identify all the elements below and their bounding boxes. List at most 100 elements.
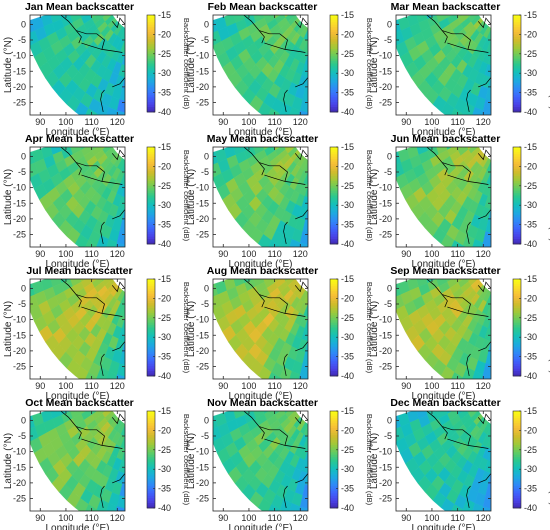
- colorbar-segment: [147, 222, 155, 225]
- colorbar-segment: [513, 195, 521, 199]
- panel-title: Oct Mean backscatter: [25, 397, 134, 409]
- colorbar-segment: [330, 481, 338, 485]
- coastline: [112, 341, 125, 352]
- map-cell: [303, 436, 308, 450]
- colorbar-segment: [147, 288, 155, 292]
- colorbar-segment: [147, 70, 155, 74]
- panel-apr: 90 100 110 120 0 -5 -10 -15 -20 -25 Apr Mean backs…: [3, 133, 191, 270]
- map-cell: [115, 506, 125, 511]
- map-cell: [74, 366, 89, 379]
- x-tick-label: 110: [84, 381, 98, 391]
- colorbar-segment: [330, 491, 338, 494]
- panel-aug: 90 100 110 120 0 -5 -10 -15 -20 -25 Aug Mean backs…: [186, 265, 374, 402]
- coastline: [478, 341, 491, 352]
- x-tick-label: 90: [401, 513, 411, 523]
- colorbar-segment: [513, 305, 521, 309]
- colorbar-segment: [147, 491, 155, 494]
- colorbar-segment: [147, 344, 155, 348]
- colorbar: -15 -20 -25 -30 -35 -40 Backscatter coefficien…: [329, 142, 374, 249]
- colorbar-tick-label: -35: [524, 88, 537, 98]
- x-tick-label: 90: [218, 513, 228, 523]
- map-cell: [129, 296, 136, 308]
- y-tick-label: -20: [196, 478, 209, 488]
- colorbar-tick-label: -20: [524, 161, 537, 171]
- y-tick-label: 0: [387, 151, 392, 161]
- colorbar-tick-label: -30: [524, 200, 537, 210]
- coastline: [100, 89, 105, 112]
- colorbar-tick-label: -25: [158, 313, 171, 323]
- map-cell: [307, 303, 308, 306]
- map-cell: [122, 77, 125, 90]
- coastline: [294, 281, 308, 293]
- map-cell: [132, 522, 143, 530]
- colorbar-label: Backscatter coefficient (dB): [365, 18, 374, 110]
- map-cell: [133, 33, 139, 45]
- map-cell: [495, 79, 503, 92]
- colorbar-segment: [147, 178, 155, 182]
- colorbar-segment: [330, 27, 338, 30]
- map-cell: [490, 339, 491, 342]
- map-cell: [505, 454, 511, 466]
- map-cell: [497, 200, 505, 213]
- coastline: [259, 30, 288, 50]
- map-cell: [499, 511, 509, 523]
- y-tick-label: -15: [196, 66, 209, 76]
- map-cell: [289, 371, 301, 379]
- colorbar-segment: [330, 435, 338, 439]
- colorbar-segment: [513, 491, 521, 494]
- panel-jul: 90 100 110 120 0 -5 -10 -15 -20 -25 Jul Mean backs…: [3, 265, 191, 402]
- panel-title: Dec Mean backscatter: [390, 397, 500, 409]
- colorbar-segment: [147, 183, 155, 187]
- panel-title: Apr Mean backscatter: [25, 133, 134, 145]
- colorbar-segment: [513, 109, 521, 113]
- map-cell: [30, 30, 39, 47]
- colorbar-segment: [513, 505, 521, 509]
- colorbar-segment: [330, 92, 338, 96]
- colorbar-segment: [147, 19, 155, 23]
- colorbar-segment: [147, 82, 155, 86]
- coastline: [76, 162, 105, 182]
- x-tick-label: 120: [110, 513, 125, 523]
- map-cell: [119, 88, 125, 102]
- map-cell: [137, 213, 145, 225]
- colorbar-segment: [330, 495, 338, 499]
- colorbar-segment: [330, 217, 338, 221]
- map-cell: [140, 178, 145, 190]
- colorbar-tick-label: -30: [524, 464, 537, 474]
- coastline: [81, 438, 123, 449]
- map-cell: [134, 499, 143, 511]
- x-axis-label: Longitude (°E): [228, 259, 292, 270]
- colorbar-segment: [513, 293, 521, 297]
- x-tick-label: 100: [241, 513, 256, 523]
- colorbar-frame: [146, 146, 156, 245]
- map-cell: [120, 304, 125, 318]
- map-cell: [501, 92, 509, 104]
- colorbar-segment: [330, 75, 338, 79]
- x-tick-label: 120: [110, 381, 125, 391]
- map-cell: [440, 498, 455, 511]
- colorbar-segment: [330, 498, 338, 502]
- colorbar-segment: [513, 39, 521, 43]
- map-cell: [302, 352, 308, 366]
- map-cell: [140, 442, 145, 454]
- colorbar-segment: [513, 188, 521, 192]
- map-cell: [507, 167, 512, 179]
- colorbar-tick-label: -15: [524, 406, 537, 416]
- colorbar-segment: [330, 197, 338, 201]
- map-cell: [497, 332, 505, 345]
- colorbar-segment: [147, 95, 155, 98]
- colorbar-label: Backscatter coefficient (dB): [365, 150, 374, 242]
- colorbar-segment: [330, 178, 338, 182]
- y-tick-label: -20: [13, 346, 26, 356]
- map-cell: [129, 79, 137, 92]
- colorbar-segment: [513, 219, 521, 223]
- colorbar-frame: [329, 278, 339, 377]
- colorbar: -15 -20 -25 -30 -35 -40 Backscatter coefficien…: [146, 142, 191, 249]
- colorbar: -15 -20 -25 -30 -35 -40 Backscatter coefficien…: [329, 10, 374, 117]
- colorbar-segment: [147, 459, 155, 463]
- colorbar-tick-label: -25: [341, 181, 354, 191]
- coastline: [37, 279, 82, 308]
- colorbar-segment: [513, 56, 521, 60]
- coastline: [477, 17, 491, 29]
- map-cell: [122, 473, 125, 486]
